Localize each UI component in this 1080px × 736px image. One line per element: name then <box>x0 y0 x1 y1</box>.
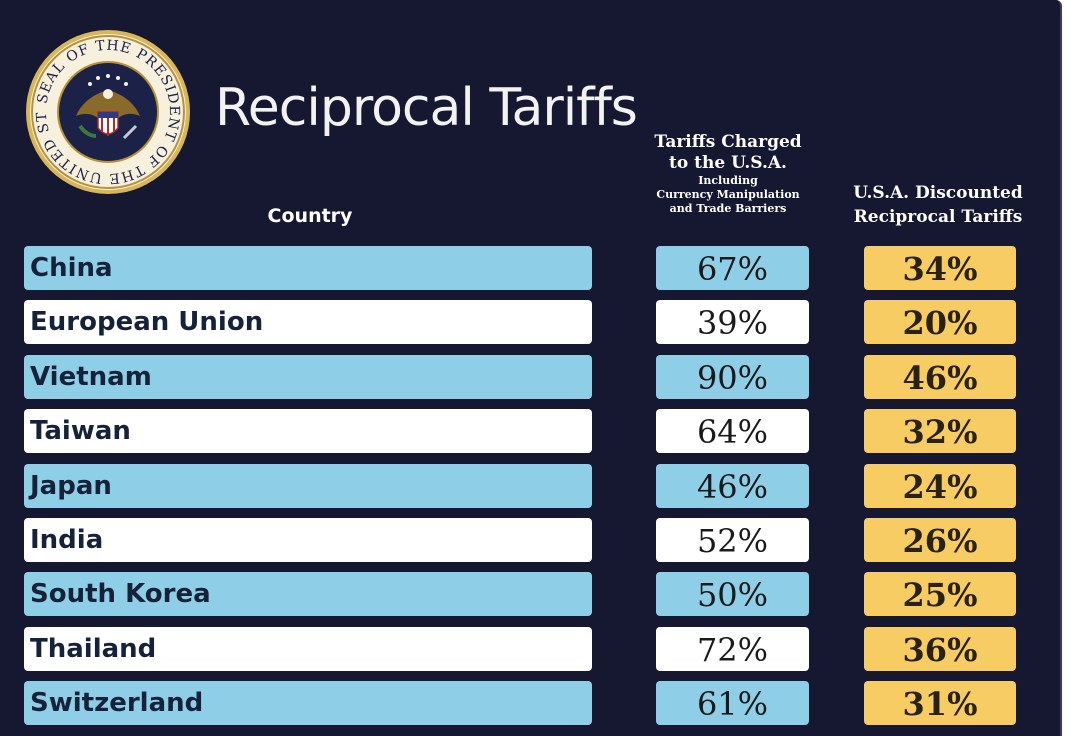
discounted-tariff-cell: 36% <box>864 626 1016 671</box>
charged-header-sub1: Including <box>698 174 758 187</box>
tariff-charged-cell: 61% <box>656 681 809 726</box>
table-row: European Union 39% 20% <box>0 300 1060 345</box>
discounted-tariff-cell: 26% <box>864 518 1016 562</box>
column-header-tariffs-charged: Tariffs Charged to the U.S.A. Including … <box>638 132 818 216</box>
discounted-tariff-cell: 32% <box>864 409 1016 454</box>
table-row: Taiwan 64% 32% <box>0 409 1060 454</box>
tariff-charged-cell: 67% <box>656 246 809 290</box>
discounted-tariff-cell: 25% <box>864 572 1016 617</box>
tariff-charged-cell: 64% <box>656 409 809 454</box>
column-header-discounted: U.S.A. Discounted Reciprocal Tariffs <box>838 181 1038 229</box>
charged-header-line2: to the U.S.A. <box>669 153 787 173</box>
tariff-charged-cell: 39% <box>656 300 809 345</box>
discounted-tariff-cell: 46% <box>864 354 1016 399</box>
table-row: Thailand 72% 36% <box>0 626 1060 671</box>
country-cell: Vietnam <box>24 354 592 399</box>
tariff-charged-cell: 46% <box>656 463 809 508</box>
table-row: Switzerland 61% 31% <box>0 681 1060 726</box>
table-row: India 52% 26% <box>0 518 1060 562</box>
table-row: South Korea 50% 25% <box>0 572 1060 617</box>
tariff-charged-cell: 50% <box>656 572 809 617</box>
page-margin <box>1062 0 1080 736</box>
charged-header-sub2: Currency Manipulation <box>656 188 800 201</box>
country-cell: Japan <box>24 463 592 508</box>
country-cell: India <box>24 518 592 562</box>
column-header-country: Country <box>267 205 353 227</box>
discounted-tariff-cell: 34% <box>864 246 1016 290</box>
country-cell: European Union <box>24 300 592 345</box>
tariff-charged-cell: 90% <box>656 354 809 399</box>
discounted-tariff-cell: 20% <box>864 300 1016 345</box>
table-row: Japan 46% 24% <box>0 463 1060 508</box>
charged-header-sub3: and Trade Barriers <box>669 202 787 215</box>
country-cell: Taiwan <box>24 409 592 454</box>
charged-header-line1: Tariffs Charged <box>654 132 802 152</box>
tariff-charged-cell: 52% <box>656 518 809 562</box>
discount-header-line1: U.S.A. Discounted <box>853 183 1023 203</box>
discounted-tariff-cell: 24% <box>864 463 1016 508</box>
table-row: China 67% 34% <box>0 246 1060 290</box>
country-cell: Switzerland <box>24 681 592 726</box>
presidential-seal-icon: SEAL OF THE PRESIDENT OF THE UNITED STAT… <box>24 28 190 194</box>
country-cell: South Korea <box>24 572 592 617</box>
tariff-charged-cell: 72% <box>656 626 809 671</box>
country-cell: China <box>24 246 592 290</box>
discounted-tariff-cell: 31% <box>864 681 1016 726</box>
page-title: Reciprocal Tariffs <box>215 78 638 138</box>
country-cell: Thailand <box>24 626 592 671</box>
table-row: Vietnam 90% 46% <box>0 354 1060 399</box>
discount-header-line2: Reciprocal Tariffs <box>853 207 1023 227</box>
